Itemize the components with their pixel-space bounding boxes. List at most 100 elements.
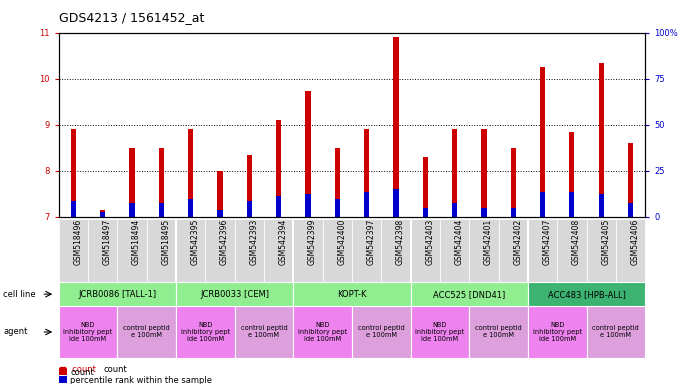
Text: control peptid
e 100mM: control peptid e 100mM — [593, 326, 639, 338]
Text: NBD
inhibitory pept
ide 100mM: NBD inhibitory pept ide 100mM — [181, 322, 230, 342]
Bar — [293, 306, 352, 358]
Bar — [569, 132, 575, 217]
Bar — [481, 208, 486, 217]
Text: GSM542402: GSM542402 — [513, 219, 522, 265]
Bar — [422, 208, 428, 217]
Bar — [411, 219, 440, 282]
Bar — [598, 194, 604, 217]
Bar — [393, 189, 399, 217]
Bar — [176, 282, 293, 306]
Text: NBD
inhibitory pept
ide 100mM: NBD inhibitory pept ide 100mM — [415, 322, 464, 342]
Bar — [206, 219, 235, 282]
Bar — [117, 306, 176, 358]
Bar — [70, 201, 76, 217]
Text: GSM518495: GSM518495 — [161, 219, 170, 265]
Text: ACC525 [DND41]: ACC525 [DND41] — [433, 290, 505, 299]
Text: JCRB0033 [CEM]: JCRB0033 [CEM] — [200, 290, 269, 299]
Text: GSM542396: GSM542396 — [220, 219, 229, 265]
Bar — [293, 282, 411, 306]
Text: GSM518494: GSM518494 — [132, 219, 141, 265]
Bar — [176, 306, 235, 358]
Bar — [411, 306, 469, 358]
Text: count: count — [104, 365, 127, 374]
Text: GSM542408: GSM542408 — [572, 219, 581, 265]
Bar — [323, 219, 352, 282]
Bar — [59, 219, 88, 282]
Bar — [352, 219, 382, 282]
Bar — [628, 203, 633, 217]
Bar — [276, 120, 282, 217]
Bar — [452, 129, 457, 217]
Text: NBD
inhibitory pept
ide 100mM: NBD inhibitory pept ide 100mM — [63, 322, 112, 342]
Bar — [528, 219, 558, 282]
Text: JCRB0086 [TALL-1]: JCRB0086 [TALL-1] — [78, 290, 157, 299]
Bar — [188, 129, 193, 217]
Bar — [452, 203, 457, 217]
Bar — [147, 219, 176, 282]
Bar — [235, 219, 264, 282]
Bar — [59, 306, 117, 358]
Bar — [481, 129, 486, 217]
Text: GDS4213 / 1561452_at: GDS4213 / 1561452_at — [59, 12, 204, 25]
Bar — [586, 219, 616, 282]
Bar — [469, 306, 528, 358]
Bar — [511, 208, 516, 217]
Bar — [217, 171, 223, 217]
Bar — [440, 219, 469, 282]
Bar — [381, 219, 411, 282]
Bar — [422, 157, 428, 217]
Bar — [129, 148, 135, 217]
Bar — [528, 306, 586, 358]
Bar — [364, 129, 369, 217]
Bar — [117, 219, 147, 282]
Bar — [59, 282, 176, 306]
Bar — [335, 199, 340, 217]
Text: control peptid
e 100mM: control peptid e 100mM — [358, 326, 404, 338]
Bar — [616, 219, 645, 282]
Bar — [558, 219, 586, 282]
Text: NBD
inhibitory pept
ide 100mM: NBD inhibitory pept ide 100mM — [533, 322, 582, 342]
Text: GSM542395: GSM542395 — [190, 219, 199, 265]
Text: cell line: cell line — [3, 290, 36, 299]
Text: GSM542399: GSM542399 — [308, 219, 317, 265]
Bar — [159, 203, 164, 217]
Bar — [188, 199, 193, 217]
Bar — [100, 210, 106, 217]
Text: control peptid
e 100mM: control peptid e 100mM — [241, 326, 287, 338]
Text: GSM542398: GSM542398 — [396, 219, 405, 265]
Bar — [540, 67, 545, 217]
Text: GSM542404: GSM542404 — [455, 219, 464, 265]
Bar — [100, 212, 106, 217]
Bar — [88, 219, 117, 282]
Text: ACC483 [HPB-ALL]: ACC483 [HPB-ALL] — [548, 290, 625, 299]
Bar — [246, 155, 252, 217]
Bar — [364, 192, 369, 217]
Text: control peptid
e 100mM: control peptid e 100mM — [124, 326, 170, 338]
Bar — [352, 306, 411, 358]
Text: GSM542400: GSM542400 — [337, 219, 346, 265]
Text: GSM542407: GSM542407 — [542, 219, 551, 265]
Text: GSM542405: GSM542405 — [601, 219, 610, 265]
Bar — [411, 282, 528, 306]
Text: GSM542403: GSM542403 — [425, 219, 434, 265]
Text: control peptid
e 100mM: control peptid e 100mM — [475, 326, 522, 338]
Text: NBD
inhibitory pept
ide 100mM: NBD inhibitory pept ide 100mM — [298, 322, 347, 342]
Text: GSM518497: GSM518497 — [103, 219, 112, 265]
Text: ■  count: ■ count — [59, 365, 95, 374]
Bar — [569, 192, 575, 217]
Bar — [628, 143, 633, 217]
Bar — [129, 203, 135, 217]
Text: GSM542401: GSM542401 — [484, 219, 493, 265]
Bar — [586, 306, 645, 358]
Text: agent: agent — [3, 328, 28, 336]
Bar — [528, 282, 645, 306]
Text: count: count — [70, 368, 94, 377]
Bar — [305, 194, 310, 217]
Bar — [469, 219, 498, 282]
Bar — [159, 148, 164, 217]
Bar — [235, 306, 293, 358]
Bar — [499, 219, 528, 282]
Bar — [264, 219, 293, 282]
Text: GSM542394: GSM542394 — [279, 219, 288, 265]
Bar — [246, 201, 252, 217]
